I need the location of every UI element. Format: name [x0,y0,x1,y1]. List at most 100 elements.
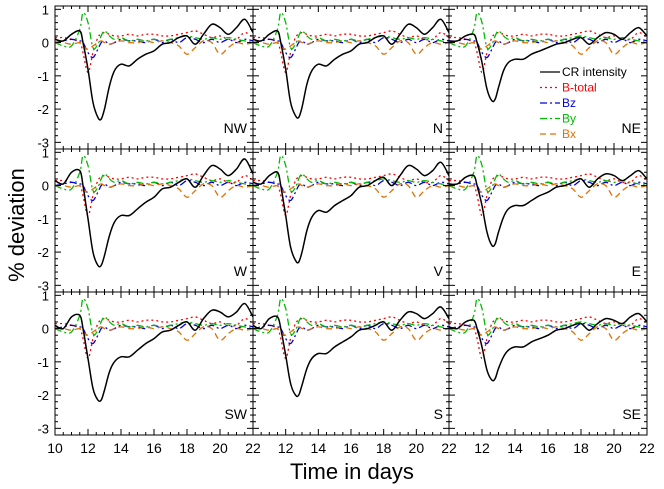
y-tick-label: 1 [42,145,49,160]
panel-label: S [434,406,443,422]
legend-entry-bt: B-total [540,81,597,95]
y-tick-label: -2 [37,388,49,403]
series-by-sw [55,297,253,336]
panel-label: SW [224,406,247,422]
legend-entry-cr: CR intensity [540,65,627,79]
panel-w: 1 0 -1 -2 -3 W [37,145,254,293]
series-bt-nw [55,30,253,74]
series-cr-e [449,169,647,248]
x-tick-label: 14 [507,440,523,456]
y-tick-label: -3 [37,421,49,436]
panel-label: E [632,263,641,279]
series-bz-ne [449,36,647,59]
panel-se: 12 14 16 18 20 22 SE [448,291,655,456]
series-bz-s [253,322,449,345]
series-by-e [449,154,647,193]
y-tick-label: 0 [42,322,49,337]
series-bx-e [449,182,647,198]
series-by-nw [55,11,253,50]
panel-label: NW [224,120,248,136]
x-tick-label: 14 [113,440,129,456]
series-bz-nw [55,36,253,59]
series-cr-v [253,161,449,264]
panel-ne: NE [448,5,648,150]
legend-label: Bx [562,127,576,141]
y-axis-title: % deviation [4,168,29,282]
x-tick-label: 18 [376,440,392,456]
panel-label: V [434,263,444,279]
series-bt-s [253,316,449,360]
panel-label: N [433,120,443,136]
series-bz-sw [55,322,253,345]
x-tick-label: 16 [343,440,359,456]
legend-label: B-total [562,81,597,95]
x-tick-label: 12 [474,440,490,456]
x-tick-label: 18 [179,440,195,456]
panel-v: V [252,148,450,293]
panel-frame [252,148,450,293]
series-by-ne [449,11,647,50]
series-bz-v [253,179,449,202]
y-tick-label: -3 [37,135,49,150]
y-tick-label: 1 [42,288,49,303]
x-tick-label: 20 [606,440,622,456]
series-bt-se [449,316,647,360]
x-tick-label: 18 [573,440,589,456]
panel-frame [54,148,254,293]
legend-label: Bz [562,96,576,110]
series-bz-n [253,36,449,59]
x-tick-label: 16 [540,440,556,456]
x-tick-label: 12 [80,440,96,456]
x-tick-label: 22 [639,440,655,456]
panel-frame [252,291,450,436]
legend-entry-bz: Bz [540,96,576,110]
series-bt-v [253,173,449,217]
series-cr-w [55,158,253,268]
series-by-n [253,11,449,50]
panel-frame [252,5,450,150]
x-tick-label: 22 [245,440,261,456]
y-tick-label: -1 [37,212,49,227]
series-cr-ne [449,26,647,103]
series-by-s [253,297,449,336]
series-bx-sw [55,325,253,341]
y-tick-label: -2 [37,245,49,260]
y-tick-label: 1 [42,2,49,17]
series-bz-w [55,179,253,202]
panel-nw: 1 0 -1 -2 -3 NW [37,2,254,150]
x-tick-label: 16 [146,440,162,456]
legend-label: CR intensity [562,65,627,79]
series-bz-se [449,322,647,345]
legend-entry-by: By [540,112,576,126]
series-bx-ne [449,39,647,55]
series-bx-n [253,39,449,55]
series-bx-v [253,182,449,198]
series-by-se [449,297,647,336]
series-bz-e [449,179,647,202]
panel-s: 12 14 16 18 20 22 S [252,291,457,456]
panel-label: NE [622,120,641,136]
y-tick-label: 0 [42,36,49,51]
x-tick-label: 10 [47,440,63,456]
series-cr-s [253,306,449,398]
series-cr-se [449,312,647,382]
panel-frame [448,148,648,293]
x-tick-label: 22 [441,440,457,456]
x-tick-label: 20 [212,440,228,456]
series-bx-se [449,325,647,341]
x-tick-label: 14 [311,440,327,456]
legend-label: By [562,112,576,126]
series-bx-s [253,325,449,341]
series-bt-w [55,173,253,217]
y-tick-label: -1 [37,355,49,370]
panel-label: SE [622,406,641,422]
panel-e: E [448,148,648,293]
series-bx-nw [55,39,253,55]
series-bt-ne [449,30,647,74]
x-axis-title: Time in days [290,459,414,484]
series-cr-nw [55,18,253,121]
y-tick-label: -3 [37,278,49,293]
